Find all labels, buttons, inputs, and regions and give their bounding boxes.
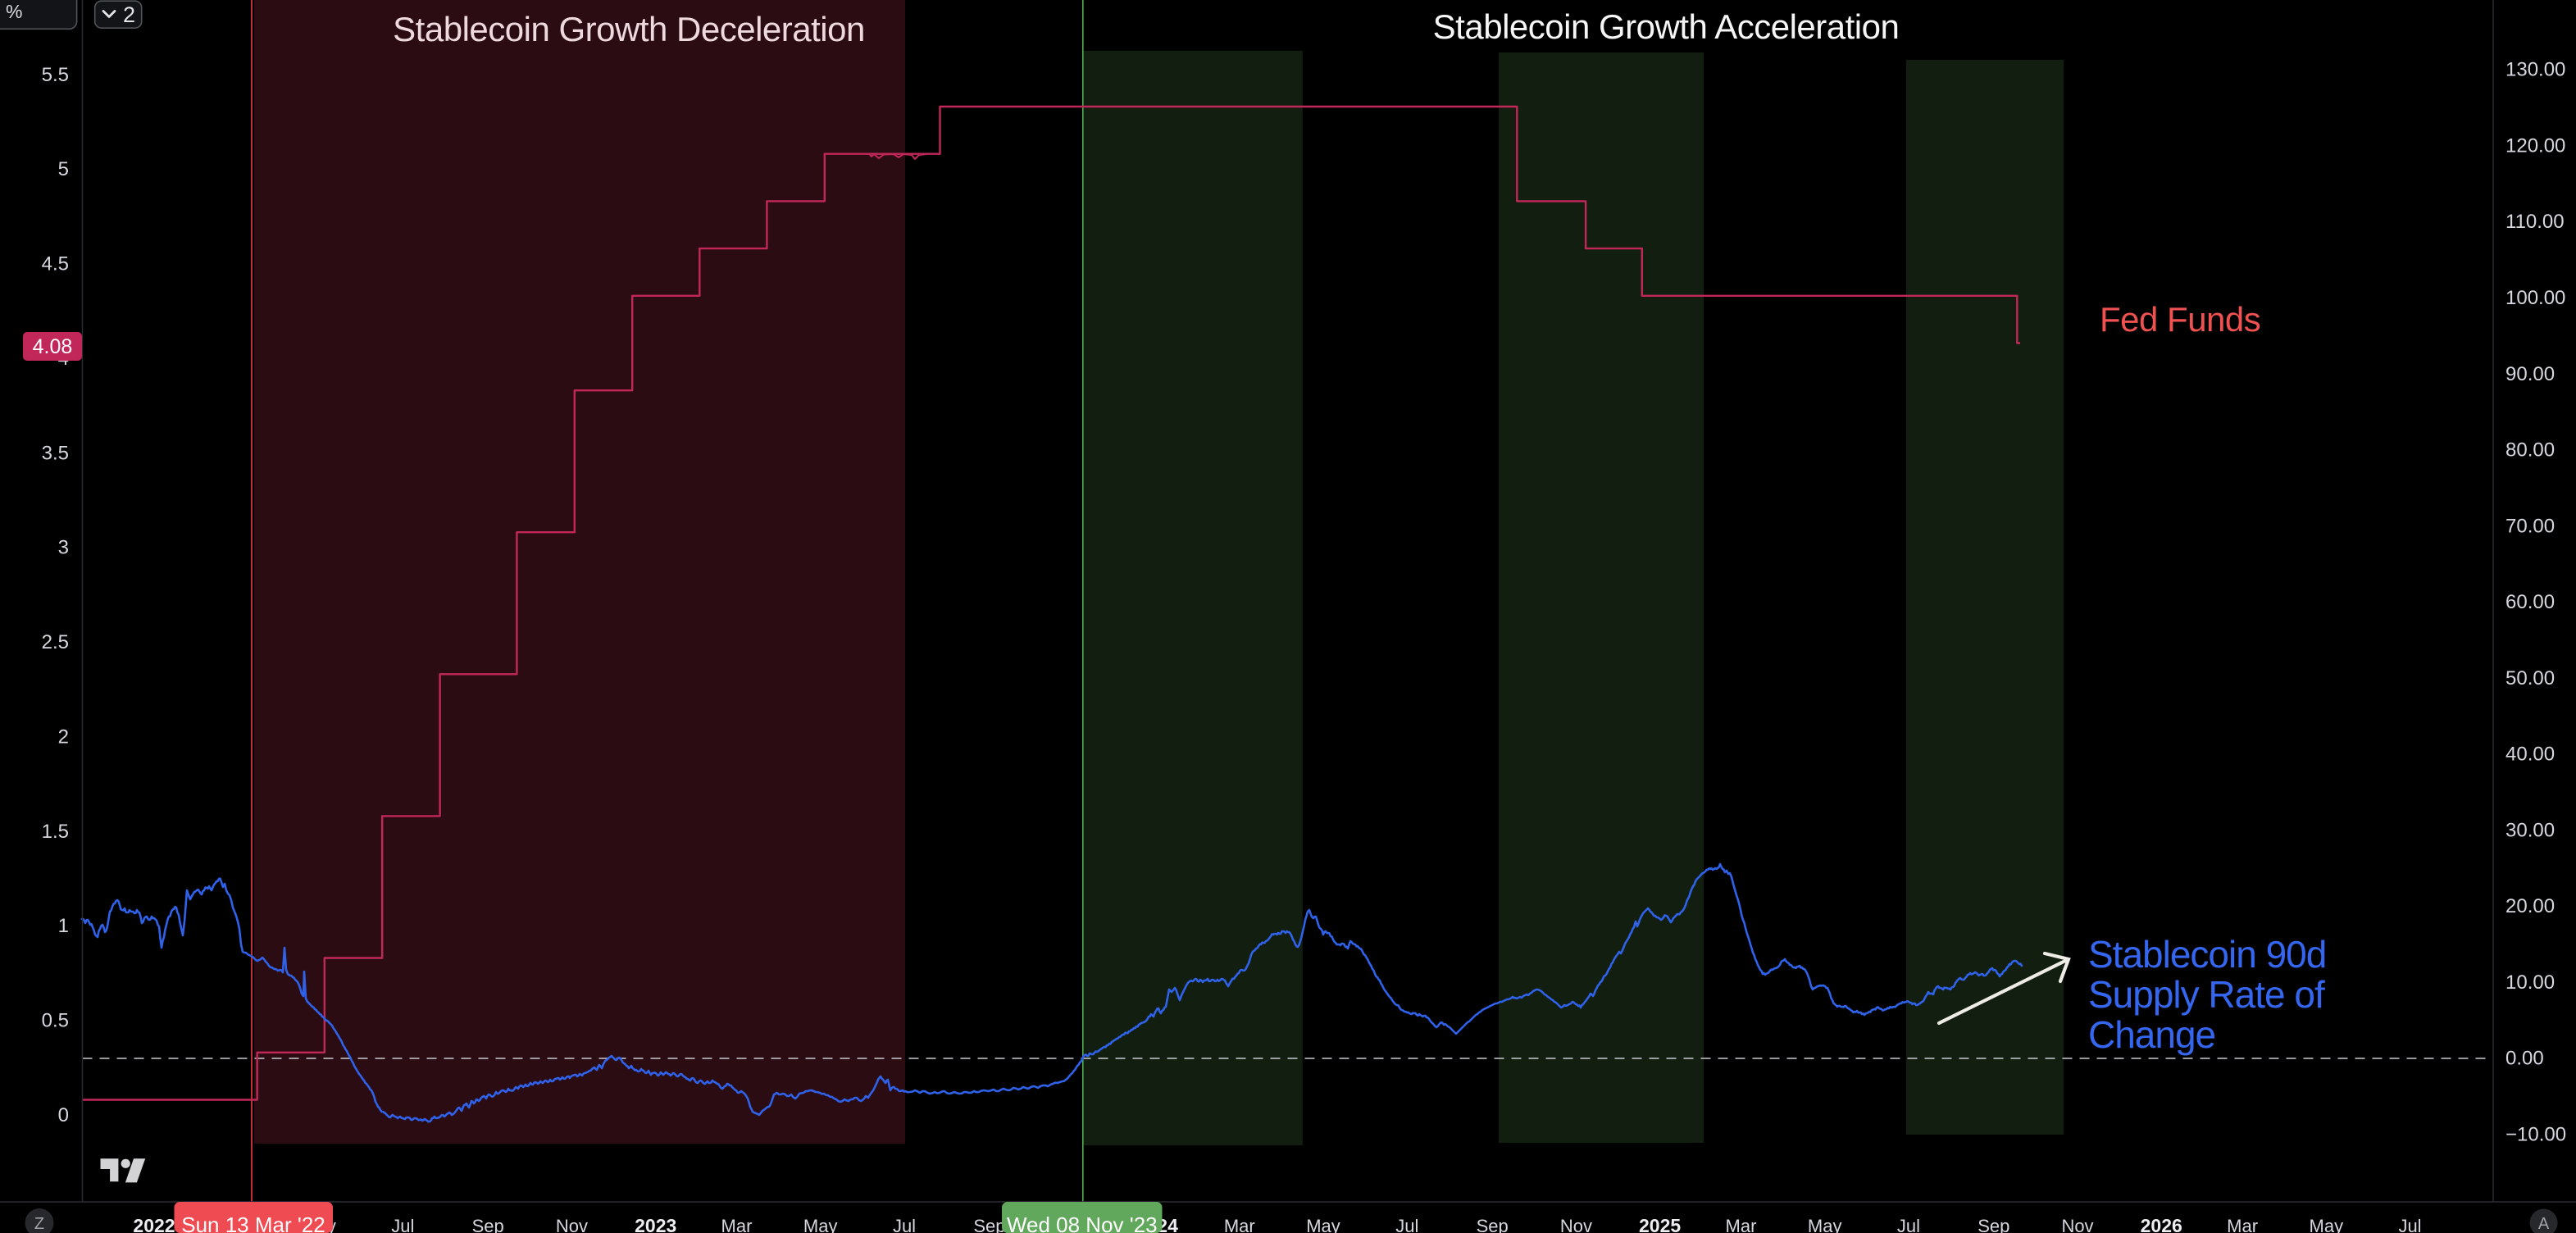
svg-text:May: May (2310, 1216, 2344, 1233)
svg-text:10.00: 10.00 (2505, 971, 2555, 994)
svg-text:2023: 2023 (635, 1215, 676, 1233)
svg-text:Z: Z (34, 1215, 44, 1233)
svg-text:Mar: Mar (1224, 1216, 1255, 1233)
svg-text:Mar: Mar (721, 1216, 753, 1233)
svg-text:Sun 13 Mar '22: Sun 13 Mar '22 (181, 1213, 325, 1233)
svg-text:20.00: 20.00 (2505, 895, 2555, 917)
svg-text:Nov: Nov (1560, 1216, 1592, 1233)
svg-text:Wed 08 Nov '23: Wed 08 Nov '23 (1007, 1213, 1158, 1233)
svg-text:30.00: 30.00 (2505, 819, 2555, 841)
svg-text:0.5: 0.5 (42, 1010, 69, 1032)
svg-text:60.00: 60.00 (2505, 591, 2555, 613)
svg-text:−10.00: −10.00 (2505, 1124, 2566, 1146)
svg-text:Supply Rate of: Supply Rate of (2088, 973, 2325, 1016)
svg-text:1: 1 (58, 915, 69, 937)
svg-text:Sep: Sep (1477, 1216, 1509, 1233)
svg-text:%: % (6, 1, 22, 22)
svg-text:Stablecoin Growth Deceleration: Stablecoin Growth Deceleration (393, 10, 865, 48)
svg-text:Sep: Sep (1978, 1216, 2009, 1233)
svg-text:Nov: Nov (2061, 1216, 2093, 1233)
svg-text:Stablecoin 90d: Stablecoin 90d (2088, 933, 2326, 976)
svg-text:Fed Funds: Fed Funds (2100, 300, 2260, 339)
svg-text:100.00: 100.00 (2505, 287, 2565, 309)
svg-text:May: May (1808, 1216, 1842, 1233)
svg-text:3: 3 (58, 537, 69, 559)
svg-text:Jul: Jul (1395, 1216, 1418, 1233)
svg-text:110.00: 110.00 (2505, 211, 2565, 233)
svg-text:5: 5 (58, 158, 69, 180)
svg-text:50.00: 50.00 (2505, 667, 2555, 689)
svg-text:Nov: Nov (556, 1216, 588, 1233)
svg-text:1.5: 1.5 (42, 821, 69, 843)
svg-text:May: May (803, 1216, 838, 1233)
svg-text:0: 0 (58, 1104, 69, 1126)
svg-text:4.08: 4.08 (33, 335, 73, 358)
svg-text:130.00: 130.00 (2505, 59, 2565, 81)
svg-text:2: 2 (58, 726, 69, 748)
svg-text:Mar: Mar (1726, 1216, 1757, 1233)
svg-text:2: 2 (123, 2, 135, 27)
svg-text:Sep: Sep (973, 1216, 1005, 1233)
svg-text:2025: 2025 (1639, 1215, 1681, 1233)
svg-text:Stablecoin Growth Acceleration: Stablecoin Growth Acceleration (1433, 7, 1900, 46)
svg-text:3.5: 3.5 (42, 442, 69, 464)
svg-text:70.00: 70.00 (2505, 515, 2555, 537)
svg-text:Jul: Jul (1897, 1216, 1920, 1233)
svg-text:4.5: 4.5 (42, 253, 69, 275)
svg-text:Jul: Jul (391, 1216, 414, 1233)
svg-text:2026: 2026 (2141, 1215, 2182, 1233)
svg-text:Mar: Mar (2227, 1216, 2258, 1233)
svg-text:80.00: 80.00 (2505, 439, 2555, 462)
svg-text:90.00: 90.00 (2505, 363, 2555, 385)
svg-text:A: A (2538, 1215, 2550, 1233)
svg-text:40.00: 40.00 (2505, 744, 2555, 766)
svg-text:0.00: 0.00 (2505, 1048, 2544, 1070)
svg-text:120.00: 120.00 (2505, 135, 2565, 157)
svg-text:Sep: Sep (472, 1216, 504, 1233)
svg-text:May: May (1306, 1216, 1340, 1233)
svg-text:2022: 2022 (133, 1215, 175, 1233)
svg-text:Change: Change (2088, 1013, 2215, 1056)
svg-text:Jul: Jul (893, 1216, 916, 1233)
svg-text:Jul: Jul (2398, 1216, 2421, 1233)
svg-text:2.5: 2.5 (42, 631, 69, 653)
svg-text:5.5: 5.5 (42, 64, 69, 86)
